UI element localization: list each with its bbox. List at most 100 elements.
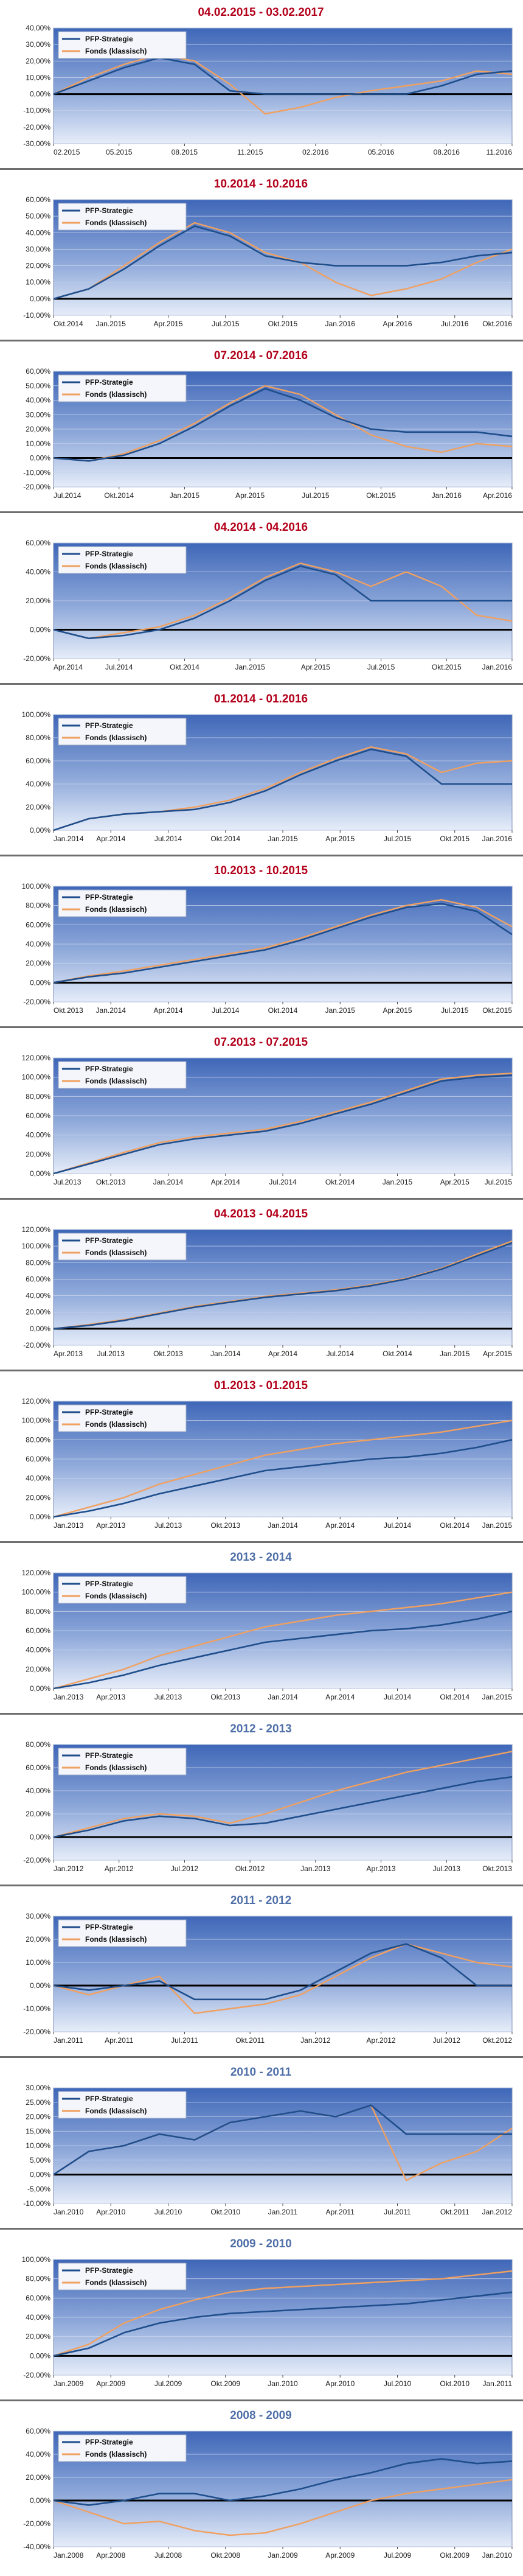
chart-title: 2011 - 2012 bbox=[230, 1894, 292, 1907]
x-tick-label: Jan.2013 bbox=[300, 1864, 331, 1873]
legend-label: PFP-Strategie bbox=[85, 206, 133, 215]
legend-box bbox=[58, 31, 187, 59]
y-tick-label: 120,00% bbox=[22, 1225, 51, 1234]
x-tick-label: Apr.2009 bbox=[96, 2379, 125, 2388]
x-tick-label: Jan.2014 bbox=[54, 835, 84, 843]
x-tick-label: Okt.2014 bbox=[54, 320, 83, 328]
y-tick-label: -20,00% bbox=[23, 1341, 50, 1349]
chart-title: 2009 - 2010 bbox=[230, 2238, 292, 2250]
x-tick-label: Okt.2014 bbox=[325, 1178, 355, 1186]
x-tick-label: Jan.2014 bbox=[153, 1178, 184, 1186]
y-tick-label: 40,00% bbox=[26, 1292, 50, 1300]
y-tick-label: 120,00% bbox=[22, 1054, 51, 1062]
y-tick-label: 0,00% bbox=[30, 454, 50, 463]
y-tick-label: 120,00% bbox=[22, 1569, 51, 1577]
y-tick-label: 40,00% bbox=[26, 228, 50, 237]
y-tick-label: 20,00% bbox=[26, 1810, 50, 1818]
chart-title: 01.2014 - 01.2016 bbox=[213, 693, 308, 705]
y-tick-label: 20,00% bbox=[26, 1665, 50, 1673]
line-chart: -20,00% -10,00% 0,00% 10,00% 20,00% 30,00% Jan… bbox=[23, 1912, 513, 2045]
x-tick-label: Okt.2013 bbox=[482, 1864, 512, 1873]
legend: PFP-Strategie Fonds (klassisch) bbox=[58, 2434, 187, 2462]
x-tick-label: Jan.2012 bbox=[482, 2208, 513, 2216]
chart-panel: 2011 - 2012 -20,00% -10,00% 0,00% 10,00% 20,0… bbox=[4, 1893, 518, 2053]
legend-box bbox=[58, 1404, 187, 1432]
line-chart: -40,00% -20,00% 0,00% 20,00% 40,00% 60,00% Jan… bbox=[23, 2427, 513, 2560]
y-tick-label: 0,00% bbox=[30, 1684, 50, 1693]
y-tick-label: 60,00% bbox=[26, 1275, 50, 1283]
x-tick-label: Jul.2014 bbox=[327, 1349, 355, 1358]
x-tick-label: Jul.2014 bbox=[154, 835, 182, 843]
y-tick-label: 100,00% bbox=[22, 2255, 51, 2264]
legend-label: Fonds (klassisch) bbox=[85, 47, 147, 55]
y-tick-label: 10,00% bbox=[26, 278, 50, 287]
y-tick-label: 40,00% bbox=[26, 940, 50, 948]
x-tick-label: 11.2015 bbox=[237, 148, 263, 156]
x-tick-label: 11.2016 bbox=[487, 148, 513, 156]
x-tick-label: Jul.2015 bbox=[441, 1006, 469, 1015]
x-tick-label: Jan.2011 bbox=[54, 2036, 83, 2045]
x-tick-label: Apr.2015 bbox=[235, 491, 265, 500]
x-tick-label: Apr.2015 bbox=[153, 320, 182, 328]
y-tick-label: 20,00% bbox=[26, 959, 50, 968]
y-tick-label: 80,00% bbox=[26, 1092, 50, 1101]
y-tick-label: 20,00% bbox=[26, 1935, 50, 1944]
y-tick-label: -20,00% bbox=[23, 2519, 50, 2528]
chart-title: 04.02.2015 - 03.02.2017 bbox=[198, 6, 324, 19]
series-line-fund bbox=[53, 1419, 513, 1518]
legend-box bbox=[58, 2091, 187, 2119]
y-tick-label: 20,00% bbox=[26, 262, 50, 270]
x-tick-label: Okt.2014 bbox=[210, 835, 240, 843]
y-tick-label: 60,00% bbox=[26, 1455, 50, 1463]
y-tick-label: 60,00% bbox=[26, 1763, 50, 1772]
x-tick-label: Apr.2014 bbox=[54, 663, 83, 671]
y-tick-label: 40,00% bbox=[26, 396, 50, 405]
line-chart: -20,00% 0,00% 20,00% 40,00% 60,00% 80,00% 100,… bbox=[22, 2255, 513, 2388]
x-tick-label: 08.2015 bbox=[171, 148, 198, 156]
y-tick-label: 80,00% bbox=[26, 1435, 50, 1444]
x-tick-label: Okt.2013 bbox=[96, 1178, 126, 1186]
x-tick-label: Okt.2014 bbox=[104, 491, 134, 500]
chart-title: 2012 - 2013 bbox=[230, 1723, 292, 1735]
x-tick-label: Jul.2015 bbox=[485, 1178, 513, 1186]
y-tick-label: 60,00% bbox=[26, 195, 50, 204]
y-tick-label: 30,00% bbox=[26, 2084, 50, 2092]
legend-box bbox=[58, 546, 187, 574]
y-tick-label: 30,00% bbox=[26, 40, 50, 49]
x-tick-label: Jan.2014 bbox=[210, 1349, 241, 1358]
line-chart: -20,00% 0,00% 20,00% 40,00% 60,00% 80,00% Jan.… bbox=[23, 1740, 513, 1873]
x-tick-label: Okt.2011 bbox=[440, 2208, 469, 2216]
series-line-fund bbox=[53, 562, 513, 640]
line-chart: -10,00% 0,00% 10,00% 20,00% 30,00% 40,00% 50,0… bbox=[23, 195, 513, 328]
series-line-fund bbox=[53, 54, 513, 115]
y-tick-label: 10,00% bbox=[26, 73, 50, 82]
y-tick-label: 20,00% bbox=[26, 2473, 50, 2482]
series-line-strategy bbox=[53, 565, 512, 640]
x-tick-label: Apr.2013 bbox=[96, 1521, 125, 1530]
y-tick-label: 30,00% bbox=[26, 1912, 50, 1920]
legend-label: PFP-Strategie bbox=[85, 550, 133, 558]
x-tick-label: 02.2015 bbox=[54, 148, 80, 156]
panel-divider bbox=[0, 1713, 523, 1715]
x-tick-label: Apr.2013 bbox=[96, 1693, 125, 1701]
x-tick-label: Jul.2011 bbox=[384, 2208, 411, 2216]
series-line-strategy bbox=[53, 1943, 512, 2001]
y-tick-label: 100,00% bbox=[22, 1073, 51, 1082]
y-tick-label: 20,00% bbox=[26, 57, 50, 65]
panel-divider bbox=[0, 2228, 523, 2230]
x-tick-label: Okt.2008 bbox=[210, 2551, 240, 2560]
x-tick-label: Apr.2014 bbox=[96, 835, 125, 843]
legend-label: Fonds (klassisch) bbox=[85, 2278, 147, 2287]
chart-title: 10.2014 - 10.2016 bbox=[213, 178, 308, 191]
legend-label: PFP-Strategie bbox=[85, 2438, 133, 2446]
chart-title: 04.2013 - 04.2015 bbox=[213, 1208, 308, 1220]
x-tick-label: Jul.2014 bbox=[105, 663, 133, 671]
x-tick-label: Apr.2016 bbox=[483, 491, 512, 500]
series-line-fund bbox=[53, 1591, 513, 1690]
y-tick-label: 0,00% bbox=[30, 295, 50, 303]
x-tick-label: Apr.2009 bbox=[325, 2551, 355, 2560]
x-tick-label: Jan.2010 bbox=[54, 2208, 84, 2216]
legend-box bbox=[58, 1748, 187, 1776]
legend: PFP-Strategie Fonds (klassisch) bbox=[58, 203, 187, 231]
